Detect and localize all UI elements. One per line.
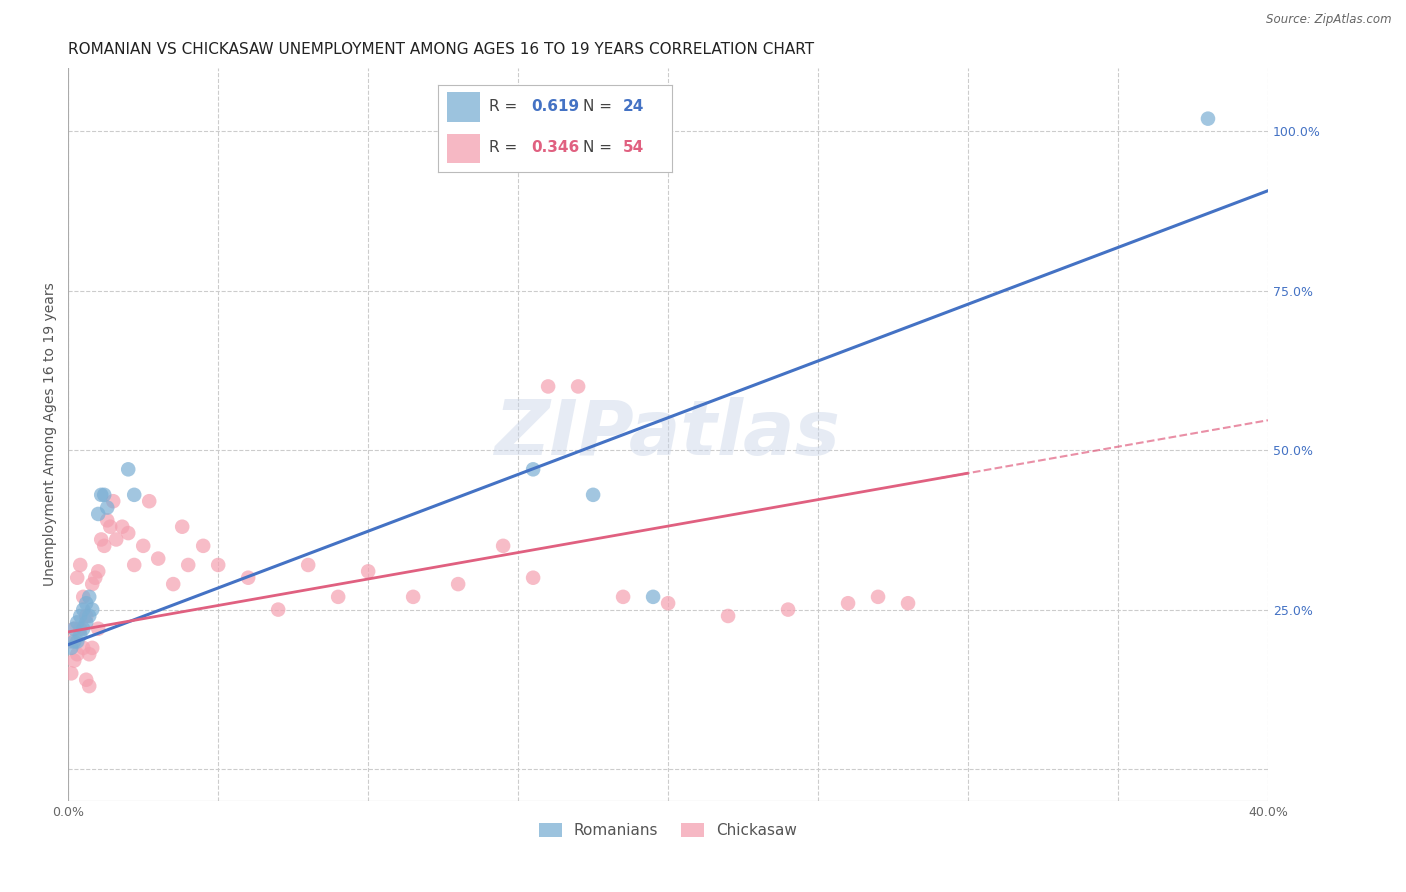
Point [357, 565, 380, 579]
Text: ZIPatlas: ZIPatlas [495, 397, 841, 471]
Point [63, 622, 86, 636]
Point [522, 462, 544, 476]
Point [193, 539, 215, 553]
Point [778, 602, 800, 616]
Legend: Romanians, Chickasaw: Romanians, Chickasaw [533, 817, 803, 845]
Point [328, 590, 350, 604]
Point [82, 602, 104, 616]
Point [82, 640, 104, 655]
Point [162, 577, 184, 591]
Point [63, 654, 86, 668]
Point [643, 590, 665, 604]
Point [522, 571, 544, 585]
Point [77, 647, 100, 661]
Point [111, 519, 134, 533]
Point [177, 558, 200, 572]
Point [297, 558, 319, 572]
Point [567, 379, 589, 393]
Point [582, 488, 605, 502]
Point [77, 679, 100, 693]
Point [837, 596, 859, 610]
Point [60, 640, 83, 655]
Point [77, 609, 100, 624]
Point [75, 615, 97, 630]
Point [75, 673, 97, 687]
Point [69, 622, 91, 636]
Point [98, 519, 121, 533]
Point [238, 571, 260, 585]
Point [63, 634, 86, 648]
Point [138, 494, 160, 508]
Point [103, 494, 125, 508]
Point [537, 379, 560, 393]
Text: Source: ZipAtlas.com: Source: ZipAtlas.com [1267, 13, 1392, 27]
Point [117, 526, 139, 541]
Point [897, 596, 920, 610]
Point [90, 488, 112, 502]
Point [84, 571, 107, 585]
Point [60, 634, 83, 648]
Point [172, 519, 194, 533]
Point [96, 500, 118, 515]
Point [87, 565, 110, 579]
Point [72, 622, 94, 636]
Point [122, 488, 145, 502]
Point [207, 558, 229, 572]
Point [657, 596, 679, 610]
Point [66, 634, 89, 648]
Point [148, 551, 170, 566]
Point [492, 539, 515, 553]
Point [60, 666, 83, 681]
Point [90, 533, 112, 547]
Point [117, 462, 139, 476]
Text: ROMANIAN VS CHICKASAW UNEMPLOYMENT AMONG AGES 16 TO 19 YEARS CORRELATION CHART: ROMANIAN VS CHICKASAW UNEMPLOYMENT AMONG… [69, 42, 814, 57]
Point [72, 602, 94, 616]
Point [96, 513, 118, 527]
Point [82, 577, 104, 591]
Point [69, 609, 91, 624]
Point [75, 596, 97, 610]
Point [105, 533, 128, 547]
Point [1197, 112, 1219, 126]
Point [69, 558, 91, 572]
Point [77, 590, 100, 604]
Point [612, 590, 634, 604]
Point [868, 590, 890, 604]
Point [66, 571, 89, 585]
Point [69, 628, 91, 642]
Point [72, 590, 94, 604]
Point [87, 622, 110, 636]
Point [63, 622, 86, 636]
Point [447, 577, 470, 591]
Point [132, 539, 155, 553]
Point [267, 602, 290, 616]
Point [717, 609, 740, 624]
Point [93, 488, 115, 502]
Point [72, 640, 94, 655]
Point [66, 647, 89, 661]
Point [402, 590, 425, 604]
Point [66, 615, 89, 630]
Point [87, 507, 110, 521]
Point [75, 609, 97, 624]
Point [93, 539, 115, 553]
Point [122, 558, 145, 572]
Y-axis label: Unemployment Among Ages 16 to 19 years: Unemployment Among Ages 16 to 19 years [44, 283, 58, 586]
